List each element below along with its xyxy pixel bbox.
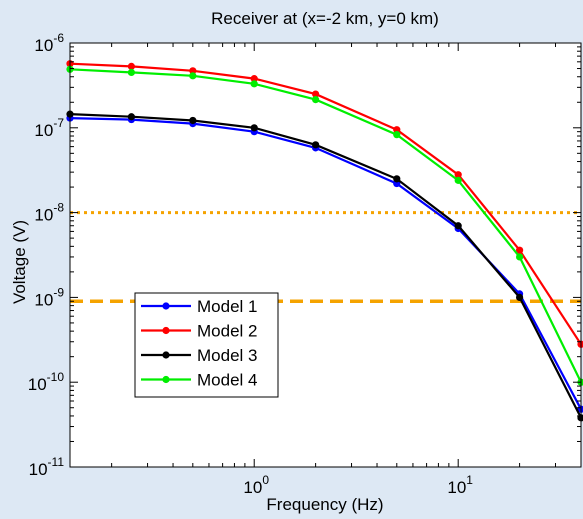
legend-box [134, 292, 279, 398]
data-point-model-2 [577, 340, 583, 348]
y-tick-base: 10 [34, 206, 53, 225]
legend-label-model-2: Model 2 [197, 322, 257, 341]
y-tick-label: 10-10 [28, 370, 65, 394]
data-point-model-4 [250, 80, 258, 88]
y-tick-label: 10-6 [34, 31, 64, 55]
data-point-model-3 [127, 113, 136, 121]
data-point-model-2 [312, 90, 320, 98]
x-tick-exponent: 1 [466, 473, 473, 487]
data-point-model-2 [515, 246, 524, 254]
legend-label-model-4: Model 4 [197, 371, 257, 390]
y-tick-exponent: -9 [53, 285, 64, 299]
x-tick-label: 100 [243, 473, 269, 497]
legend-label-model-3: Model 3 [197, 346, 257, 365]
y-tick-base: 10 [34, 36, 53, 55]
data-point-model-4 [127, 68, 136, 77]
legend-label-model-1: Model 1 [197, 297, 257, 316]
y-tick-base: 10 [28, 375, 47, 394]
data-point-model-2 [393, 126, 401, 134]
x-tick-label: 101 [447, 473, 473, 497]
y-tick-exponent: -11 [48, 455, 65, 469]
series-lines [66, 60, 583, 422]
y-tick-label: 10-9 [34, 285, 64, 309]
data-point-model-3 [250, 124, 258, 132]
data-point-model-2 [250, 75, 258, 83]
data-point-model-4 [393, 131, 401, 139]
data-point-model-2 [189, 67, 197, 75]
legend-marker-model-2 [162, 326, 170, 335]
legend-marker-model-3 [162, 351, 170, 359]
y-tick-label: 10-8 [34, 201, 64, 225]
y-tick-label: 10-11 [29, 455, 65, 479]
data-point-model-2 [454, 171, 462, 179]
y-tick-exponent: -8 [53, 201, 64, 215]
data-point-model-3 [454, 222, 462, 230]
y-tick-base: 10 [29, 460, 48, 479]
y-tick-base: 10 [34, 290, 53, 309]
y-tick-exponent: -10 [47, 370, 65, 384]
legend: Model 1 Model 2 Model 3 Model 4 [134, 292, 279, 398]
data-point-model-4 [454, 176, 462, 184]
data-point-model-4 [312, 96, 320, 104]
data-point-model-3 [515, 293, 524, 301]
y-tick-exponent: -7 [53, 116, 64, 130]
x-tick-base: 10 [447, 478, 466, 497]
x-tick-exponent: 0 [262, 473, 269, 487]
legend-marker-model-1 [162, 302, 170, 310]
y-tick-base: 10 [34, 121, 53, 140]
x-axis-label: Frequency (Hz) [266, 495, 383, 514]
data-point-model-3 [312, 141, 320, 149]
x-tick-base: 10 [243, 478, 262, 497]
data-point-model-2 [127, 62, 136, 70]
legend-marker-model-4 [162, 375, 170, 384]
data-point-model-3 [393, 175, 401, 183]
y-axis-label: Voltage (V) [10, 220, 29, 304]
plot-area [70, 43, 581, 467]
data-point-model-4 [515, 253, 524, 261]
data-point-model-4 [189, 72, 197, 80]
y-tick-exponent: -6 [53, 31, 64, 45]
plot-frame [69, 42, 582, 468]
chart-title: Receiver at (x=-2 km, y=0 km) [211, 9, 439, 28]
data-point-model-3 [189, 116, 197, 125]
y-tick-label: 10-7 [34, 116, 64, 140]
